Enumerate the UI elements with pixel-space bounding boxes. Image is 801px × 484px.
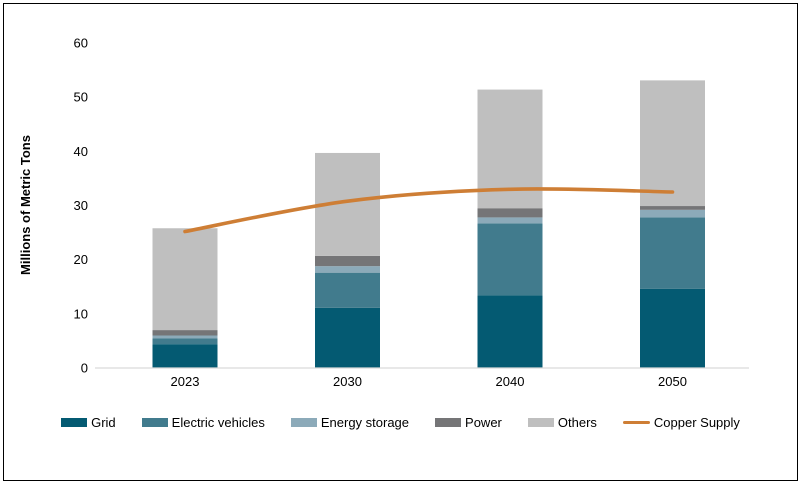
legend-label: Grid [91, 415, 116, 430]
copper-supply-line [183, 187, 675, 234]
legend-label: Copper Supply [653, 415, 740, 430]
y-tick-label: 20 [74, 252, 88, 267]
x-tick-label: 2023 [171, 374, 200, 389]
legend-swatch-icon [435, 418, 462, 427]
bar-segment-power-2040 [477, 208, 543, 218]
y-axis-title: Millions of Metric Tons [18, 135, 33, 275]
stacked-bars [152, 80, 705, 368]
bar-segment-others-2023 [152, 228, 218, 331]
legend-item-power: Power [435, 415, 502, 430]
bar-segment-power-2023 [152, 330, 218, 336]
bar-segment-energy-storage-2040 [477, 217, 543, 224]
bar-segment-power-2050 [640, 206, 705, 210]
legend-item-electric-vehicles: Electric vehicles [141, 415, 265, 430]
bar-segment-grid-2040 [477, 295, 543, 368]
legend-label: Power [465, 415, 502, 430]
x-tick-label: 2030 [333, 374, 362, 389]
bar-segment-grid-2023 [152, 344, 218, 368]
bar-segment-others-2050 [640, 80, 705, 207]
legend-swatch-icon [61, 418, 88, 427]
bar-segment-electric-vehicles-2040 [477, 223, 543, 296]
bar-segment-grid-2050 [640, 288, 705, 368]
bar-segment-electric-vehicles-2050 [640, 217, 705, 289]
legend-swatch-icon [290, 418, 317, 427]
legend-line-swatch-icon [622, 421, 650, 424]
bar-segment-grid-2030 [315, 307, 380, 368]
bar-segment-power-2030 [315, 255, 380, 267]
y-axis-tick-labels: 0 10 20 30 40 50 60 [74, 36, 88, 376]
y-tick-label: 0 [81, 361, 88, 376]
legend-item-copper-supply: Copper Supply [622, 415, 740, 430]
bar-segment-energy-storage-2050 [640, 209, 705, 218]
y-tick-label: 10 [74, 306, 88, 321]
legend-item-others: Others [527, 415, 597, 430]
x-tick-label: 2050 [658, 374, 687, 389]
bar-segment-energy-storage-2023 [152, 335, 218, 339]
y-tick-label: 50 [74, 90, 88, 105]
legend-swatch-icon [141, 418, 168, 427]
y-tick-label: 60 [74, 36, 88, 51]
y-tick-label: 30 [74, 198, 88, 213]
legend-label: Energy storage [320, 415, 410, 430]
legend-item-grid: Grid [61, 415, 116, 430]
legend-swatch-icon [527, 418, 554, 427]
legend-label: Electric vehicles [171, 415, 265, 430]
legend-item-energy-storage: Energy storage [290, 415, 410, 430]
bar-segment-energy-storage-2030 [315, 266, 380, 273]
bar-segment-electric-vehicles-2030 [315, 272, 380, 308]
y-tick-label: 40 [74, 144, 88, 159]
legend-label: Others [557, 415, 597, 430]
x-axis-tick-labels: 2023 2030 2040 2050 [171, 374, 687, 389]
bar-segment-electric-vehicles-2023 [152, 338, 218, 345]
x-tick-label: 2040 [496, 374, 525, 389]
chart-legend: Grid Electric vehicles Energy storage Power… [0, 415, 801, 430]
